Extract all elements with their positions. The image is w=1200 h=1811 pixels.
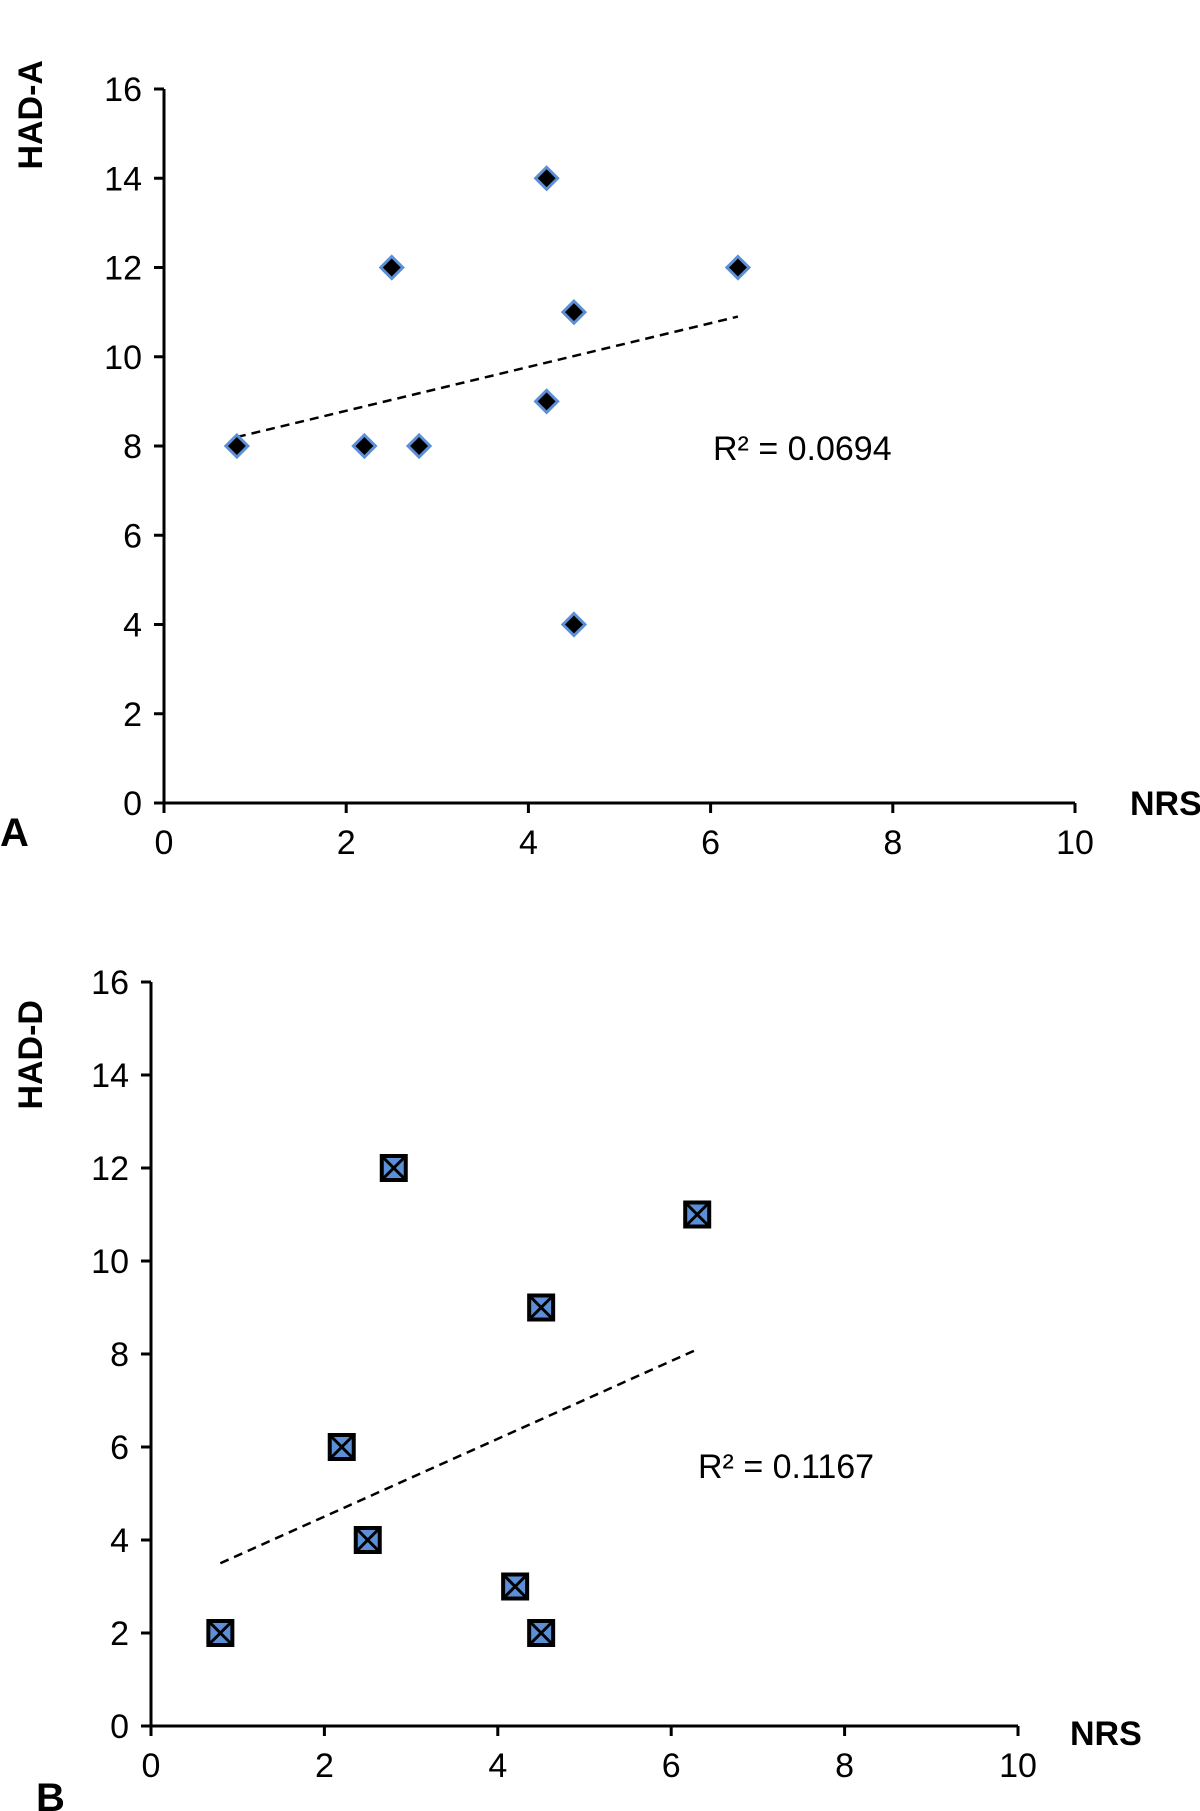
x-tick-label: 2 xyxy=(315,1747,334,1785)
r-squared-annotation: R² = 0.0694 xyxy=(713,430,892,468)
chart-panel-a: 0 2 4 6 8 10 12 14 16 0 2 4 6 8 10 HAD-A NRS A R² = 0.0694 xyxy=(0,60,1200,862)
data-point-cross xyxy=(328,1433,355,1461)
y-tick-label: 8 xyxy=(110,1336,129,1374)
x-tick-label: 0 xyxy=(142,1747,161,1785)
x-tick-label: 6 xyxy=(662,1747,681,1785)
y-tick-label: 14 xyxy=(91,1057,129,1095)
data-point xyxy=(533,388,560,415)
y-tick-label: 16 xyxy=(104,71,142,109)
x-tick-label: 6 xyxy=(701,824,720,862)
data-point-cross xyxy=(380,1154,407,1182)
data-point-cross xyxy=(354,1526,381,1554)
r-squared-annotation: R² = 0.1167 xyxy=(698,1448,874,1486)
chart-panel-b: 0 2 4 6 8 10 12 14 16 0 2 4 6 8 10 HAD-D NRS B R² = 0.1167 xyxy=(12,964,1142,1811)
y-tick-label: 12 xyxy=(104,250,142,288)
y-tick-label: 4 xyxy=(110,1522,129,1560)
x-tick-label: 8 xyxy=(883,824,902,862)
data-point-cross xyxy=(502,1573,529,1600)
data-point xyxy=(353,1526,382,1554)
data-point xyxy=(327,1433,356,1461)
data-point-cross xyxy=(207,1619,234,1647)
data-point xyxy=(206,1619,235,1647)
y-tick-label: 10 xyxy=(91,1243,129,1281)
data-point xyxy=(351,432,378,460)
data-point-cross xyxy=(528,1619,555,1647)
x-axis-title: NRS xyxy=(1130,785,1200,823)
y-axis-title: HAD-D xyxy=(12,1000,50,1110)
x-tick-label: 10 xyxy=(999,1747,1037,1785)
data-point xyxy=(560,611,588,638)
trend-line xyxy=(236,315,739,439)
data-point xyxy=(378,254,405,281)
data-point xyxy=(527,1293,556,1322)
data-point-cross xyxy=(528,1294,555,1321)
y-tick-label: 2 xyxy=(123,696,142,734)
y-tick-label: 12 xyxy=(91,1150,129,1188)
x-tick-label: 10 xyxy=(1056,824,1094,862)
data-point xyxy=(527,1619,556,1647)
y-tick-label: 0 xyxy=(123,785,142,823)
data-point xyxy=(223,432,251,460)
data-point-cross xyxy=(684,1201,711,1228)
y-tick-label: 4 xyxy=(123,607,142,645)
x-axis-title: NRS xyxy=(1070,1715,1142,1753)
y-tick-label: 6 xyxy=(110,1429,129,1467)
x-tick-label: 0 xyxy=(155,824,174,862)
panel-label: A xyxy=(0,811,29,855)
panel-label: B xyxy=(36,1776,65,1811)
y-tick-label: 0 xyxy=(110,1708,129,1746)
data-point xyxy=(405,432,433,460)
y-tick-label: 10 xyxy=(104,339,142,377)
data-point xyxy=(501,1572,530,1601)
x-tick-label: 2 xyxy=(337,824,356,862)
y-tick-label: 2 xyxy=(110,1615,129,1653)
data-point xyxy=(379,1154,408,1182)
x-tick-label: 8 xyxy=(835,1747,854,1785)
data-point xyxy=(683,1200,712,1229)
y-tick-label: 14 xyxy=(104,160,142,198)
y-tick-label: 6 xyxy=(123,517,142,555)
data-point xyxy=(724,254,752,281)
trend-line xyxy=(219,1348,698,1565)
y-tick-label: 16 xyxy=(91,964,129,1002)
x-tick-label: 4 xyxy=(488,1747,507,1785)
y-tick-label: 8 xyxy=(123,428,142,466)
y-axis-title: HAD-A xyxy=(12,60,50,170)
data-point xyxy=(560,299,588,326)
data-point xyxy=(533,165,560,192)
x-tick-label: 4 xyxy=(519,824,538,862)
